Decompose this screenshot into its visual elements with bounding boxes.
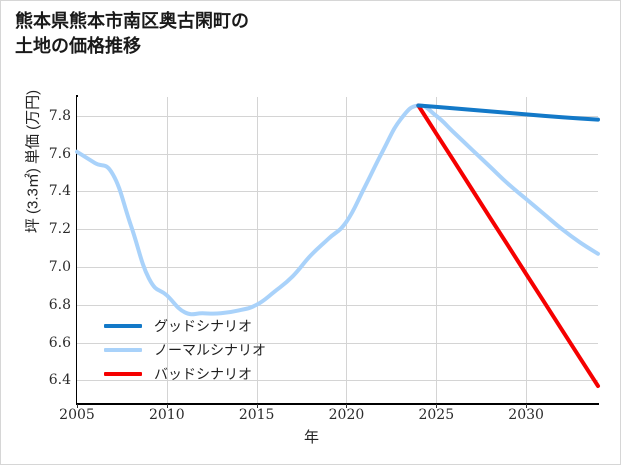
legend-label: グッドシナリオ [154, 318, 252, 334]
x-tick-label: 2030 [508, 407, 544, 423]
series-line-bad [416, 103, 600, 388]
gridline-horizontal [77, 191, 598, 193]
gridline-vertical [166, 97, 168, 403]
y-tick-label: 6.6 [48, 334, 71, 351]
x-tick-label: 2025 [418, 407, 455, 423]
gridline-horizontal [77, 267, 598, 268]
y-tick-label: 6.4 [48, 372, 71, 389]
gridline-vertical [346, 97, 348, 403]
gridline-horizontal [77, 115, 598, 117]
gridline-horizontal [77, 342, 598, 344]
chart-legend: グッドシナリオ ノーマルシナリオ バッドシナリオ [104, 314, 314, 386]
legend-item[interactable]: バッドシナリオ [104, 362, 314, 386]
legend-color-swatch [104, 324, 142, 328]
legend-item[interactable]: ノーマルシナリオ [104, 338, 314, 362]
x-tick-label: 2010 [148, 407, 185, 423]
legend-label: バッドシナリオ [154, 366, 252, 382]
x-axis-line [76, 403, 599, 405]
x-tick-label: 2005 [59, 407, 95, 423]
legend-color-swatch [104, 372, 142, 376]
y-axis-label: 坪 (3.3㎡) 単価 (万円) [24, 89, 42, 234]
legend-color-swatch [104, 348, 142, 352]
series-lines [75, 103, 600, 388]
gridline-vertical [436, 97, 438, 403]
gridline-horizontal [77, 153, 598, 155]
gridline-horizontal [77, 304, 598, 306]
x-tick-label: 2015 [238, 407, 275, 423]
x-axis-label: 年 [303, 429, 319, 446]
legend-item[interactable]: グッドシナリオ [104, 314, 314, 338]
legend-label: ノーマルシナリオ [154, 342, 266, 358]
gridline-horizontal [77, 380, 598, 382]
gridline-vertical [256, 97, 258, 403]
series-line-normal [75, 103, 600, 317]
plot-area [75, 97, 600, 403]
chart-title: 熊本県熊本市南区奥古閑町の 土地の価格推移 [15, 11, 249, 56]
x-tick-label: 2020 [328, 407, 365, 423]
series-line-good [416, 103, 600, 122]
gridline-vertical [526, 97, 528, 403]
